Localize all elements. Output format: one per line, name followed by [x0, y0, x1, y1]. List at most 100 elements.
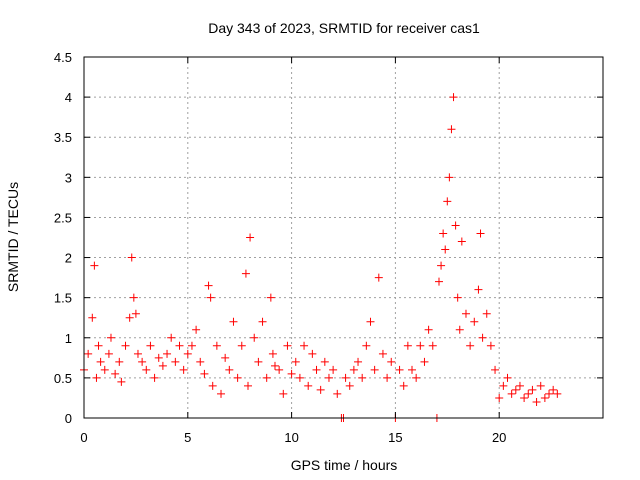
data-point	[127, 253, 136, 262]
data-point	[241, 269, 250, 278]
data-point	[138, 357, 147, 366]
x-tick-label: 15	[388, 430, 402, 445]
data-point	[445, 173, 454, 182]
data-point	[378, 349, 387, 358]
data-point	[495, 393, 504, 402]
data-point	[453, 293, 462, 302]
data-point	[341, 373, 350, 382]
data-point	[171, 357, 180, 366]
data-point	[312, 365, 321, 374]
data-point	[266, 293, 275, 302]
data-point	[345, 381, 354, 390]
data-point	[106, 333, 115, 342]
data-point	[383, 373, 392, 382]
data-point	[279, 389, 288, 398]
data-point	[370, 365, 379, 374]
data-point	[536, 381, 545, 390]
data-point	[399, 381, 408, 390]
data-point	[237, 341, 246, 350]
data-point	[90, 261, 99, 270]
data-point	[94, 341, 103, 350]
data-point	[208, 381, 217, 390]
data-point	[461, 309, 470, 318]
data-point	[258, 317, 267, 326]
data-point	[131, 309, 140, 318]
data-point	[320, 357, 329, 366]
x-tick-label: 5	[184, 430, 191, 445]
data-point	[283, 341, 292, 350]
data-point	[204, 281, 213, 290]
axis-ticks: 0 0.5 1 1.5 2 2.5 3 3.5 4 4.5 0 5 10 15 20	[54, 50, 603, 445]
y-tick-label: 4	[65, 90, 72, 105]
y-tick-label: 2	[65, 251, 72, 266]
y-tick-label: 1	[65, 331, 72, 346]
data-point	[528, 385, 537, 394]
data-point	[511, 385, 520, 394]
data-point	[499, 381, 508, 390]
data-point	[196, 357, 205, 366]
data-point	[416, 341, 425, 350]
grid-lines	[84, 57, 603, 418]
y-tick-label: 1.5	[54, 291, 72, 306]
data-point	[88, 313, 97, 322]
x-tick-label: 10	[284, 430, 298, 445]
data-point	[225, 365, 234, 374]
data-point	[532, 397, 541, 406]
data-point	[270, 361, 279, 370]
data-point	[316, 385, 325, 394]
data-point	[324, 373, 333, 382]
data-point	[447, 125, 456, 134]
data-point	[146, 341, 155, 350]
data-point	[84, 349, 93, 358]
x-tick-label: 20	[492, 430, 506, 445]
x-tick-label: 0	[80, 430, 87, 445]
data-point	[549, 385, 558, 394]
data-point	[486, 341, 495, 350]
data-point	[217, 389, 226, 398]
data-point	[295, 373, 304, 382]
data-point	[100, 365, 109, 374]
data-point	[154, 353, 163, 362]
data-point	[358, 373, 367, 382]
data-point	[117, 377, 126, 386]
data-point	[476, 229, 485, 238]
data-point	[443, 197, 452, 206]
data-point	[387, 357, 396, 366]
data-point	[133, 349, 142, 358]
data-point	[229, 317, 238, 326]
data-point	[158, 361, 167, 370]
y-tick-label: 0	[65, 411, 72, 426]
data-point	[362, 341, 371, 350]
data-point	[111, 369, 120, 378]
data-point	[92, 373, 101, 382]
data-point	[268, 349, 277, 358]
data-point	[424, 325, 433, 334]
data-point	[553, 389, 562, 398]
data-point	[354, 357, 363, 366]
data-point	[167, 333, 176, 342]
data-point	[212, 341, 221, 350]
data-point	[244, 381, 253, 390]
data-point	[291, 357, 300, 366]
data-point	[437, 261, 446, 270]
data-point	[187, 341, 196, 350]
data-point	[366, 317, 375, 326]
y-tick-label: 0.5	[54, 371, 72, 386]
data-point	[524, 389, 533, 398]
data-point	[221, 353, 230, 362]
data-point	[104, 349, 113, 358]
data-point	[329, 365, 338, 374]
data-point	[474, 285, 483, 294]
data-point	[466, 341, 475, 350]
data-point	[455, 325, 464, 334]
data-point	[439, 229, 448, 238]
data-point	[420, 357, 429, 366]
data-point	[262, 373, 271, 382]
data-point	[457, 237, 466, 246]
data-point	[451, 221, 460, 230]
data-point	[545, 389, 554, 398]
data-point	[150, 373, 159, 382]
data-point	[434, 277, 443, 286]
data-point	[408, 365, 417, 374]
data-point	[275, 365, 284, 374]
